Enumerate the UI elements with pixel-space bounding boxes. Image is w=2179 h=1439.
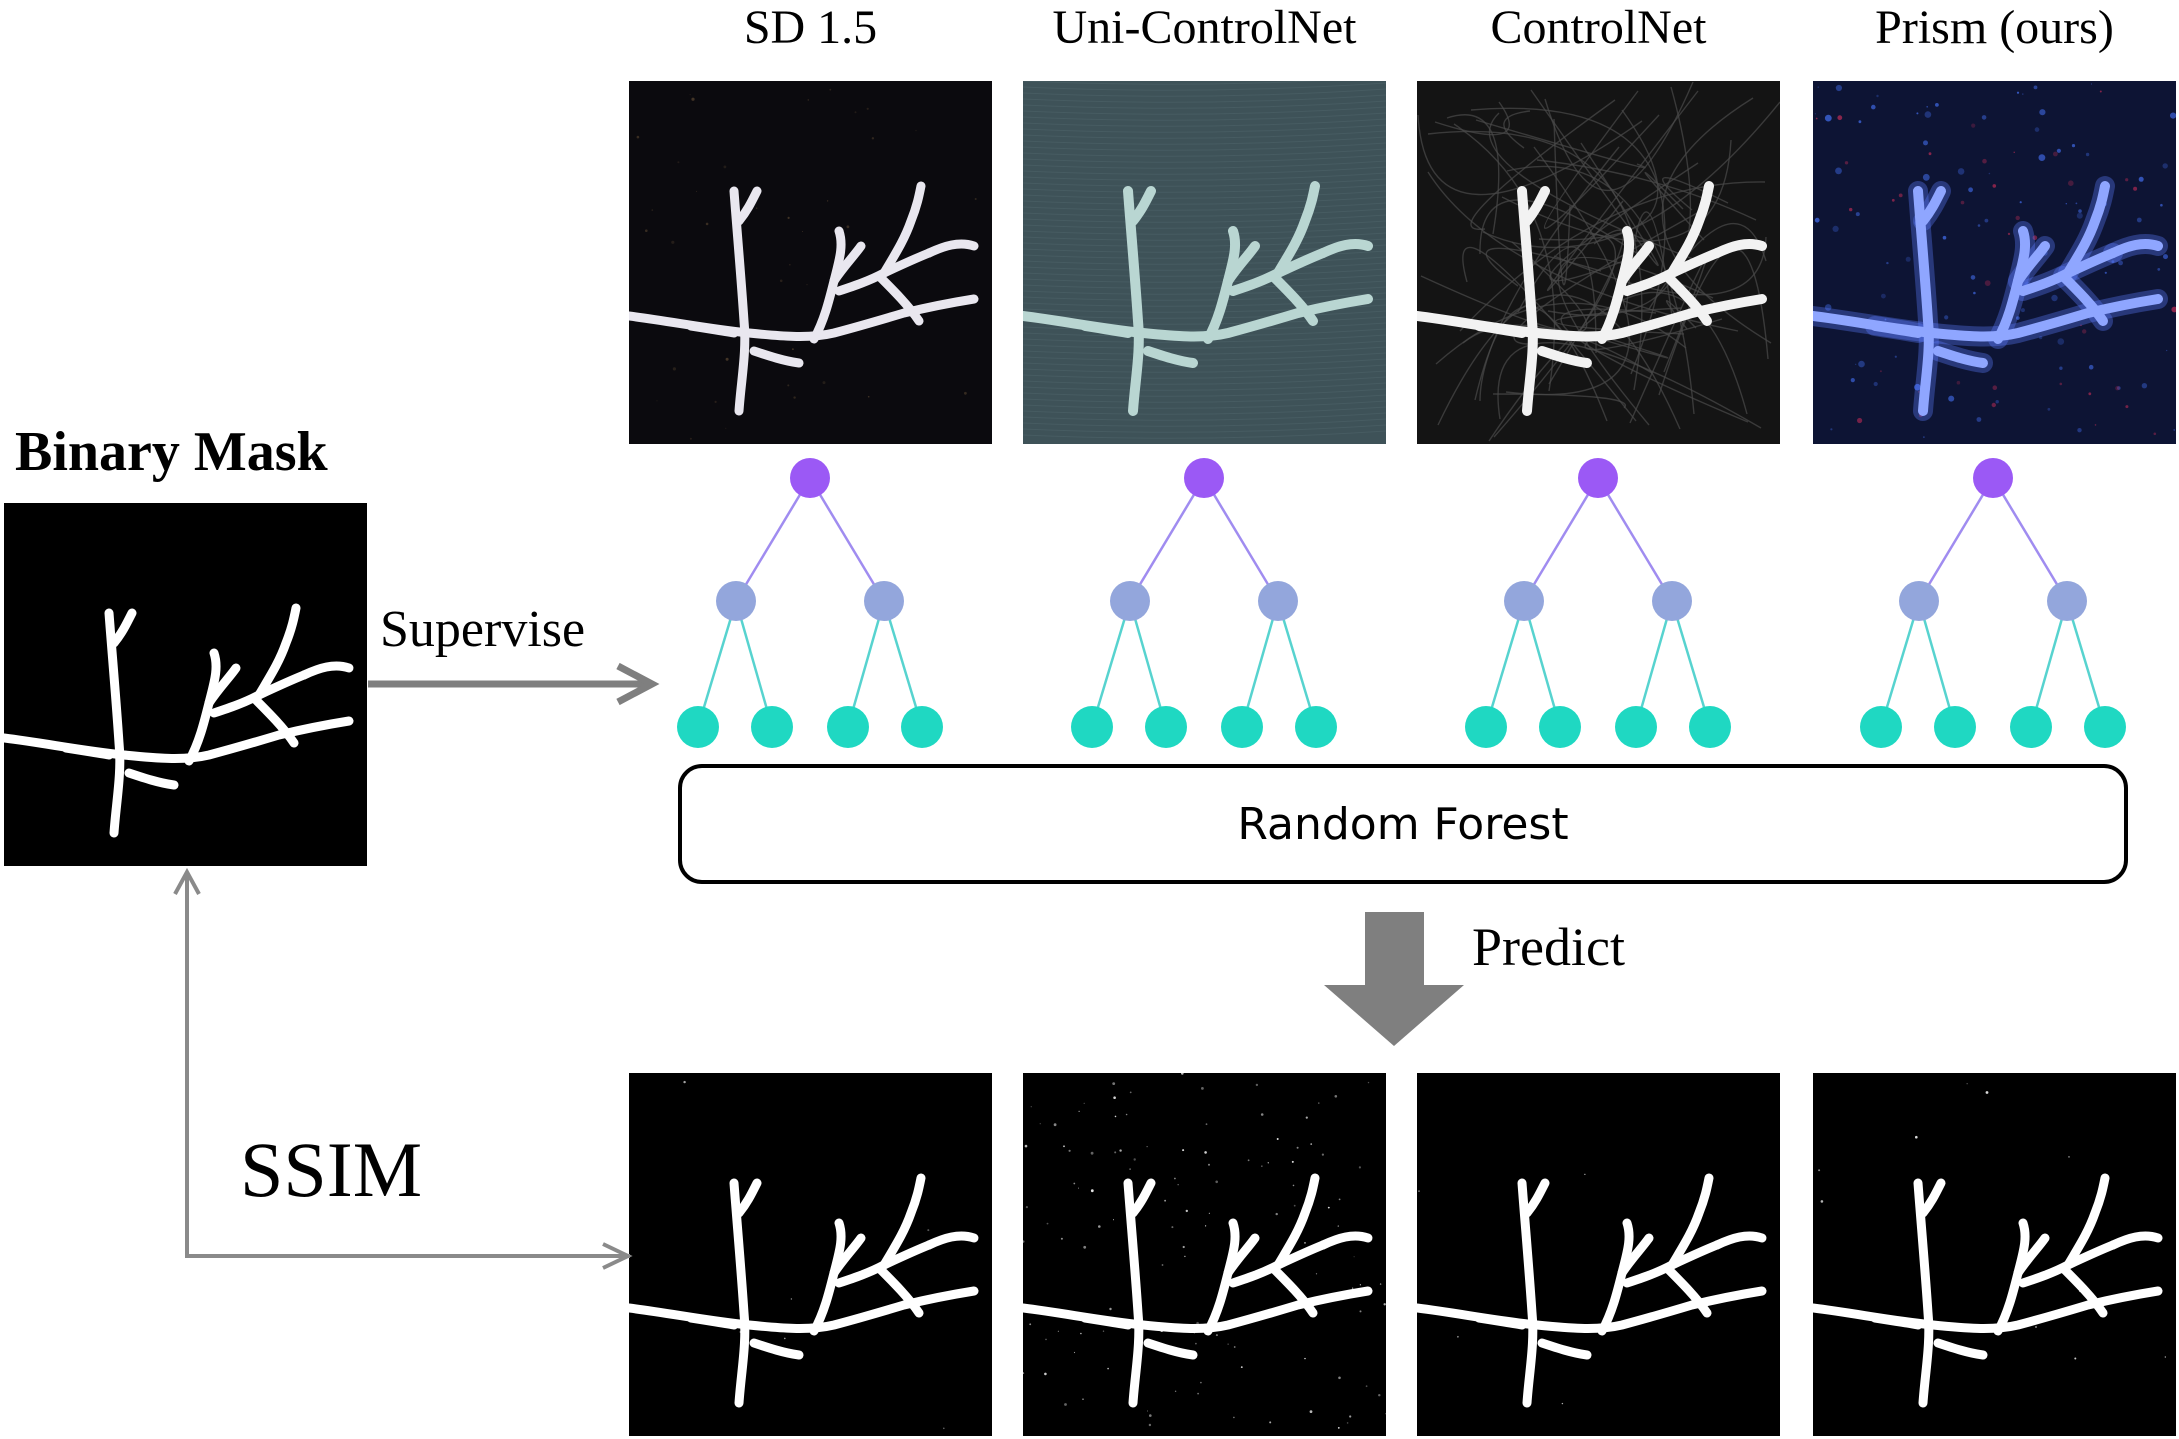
tree-1-leaf-node [1221,706,1263,748]
tree-0-edge-root [734,477,812,602]
predicted-mask-controlnet [1417,1073,1780,1436]
tree-3-edge-root [1917,477,1995,602]
tree-3-edge-leaf [2029,600,2069,728]
column-title-prism: Prism (ours) [1875,1,2114,54]
tree-1-mid-node [1258,581,1298,621]
tree-2-edge-root [1522,477,1600,602]
tree-2-edge-leaf [1484,600,1526,728]
predict-label: Predict [1472,917,1625,977]
ssim-label: SSIM [240,1126,423,1213]
tree-2-root-node [1578,458,1618,498]
ssim-arrow-head-right [602,1242,633,1270]
tree-1-edge-leaf [1090,600,1132,728]
tree-2-edge-leaf [1634,600,1674,728]
predict-arrow [1324,912,1464,1046]
column-title-sd15: SD 1.5 [743,1,878,54]
tree-3-leaf-node [1934,706,1976,748]
generated-image-prism [1813,81,2176,444]
tree-3-mid-node [1899,581,1939,621]
tree-0-edge-root [808,477,886,602]
tree-1-edge-leaf [1128,600,1168,728]
predicted-mask-sd15 [629,1073,992,1436]
tree-3-root-node [1973,458,2013,498]
supervise-arrow-head [616,662,660,706]
binary-mask-title: Binary Mask [15,421,328,483]
tree-0-root-node [790,458,830,498]
ssim-arrow-head-up [173,867,201,895]
tree-3-leaf-node [1860,706,1902,748]
generated-image-controlnet [1417,81,1780,444]
tree-1-edge-root [1202,477,1280,602]
generated-image-sd15 [629,81,992,444]
tree-2-edge-leaf [1522,600,1562,728]
tree-3-leaf-node [2010,706,2052,748]
tree-0-leaf-node [827,706,869,748]
tree-3-leaf-node [2084,706,2126,748]
random-forest-label: Random Forest [1237,798,1569,850]
tree-2-mid-node [1652,581,1692,621]
tree-2-edge-leaf [1670,600,1712,728]
supervise-label: Supervise [380,601,586,658]
column-title-controlnet: ControlNet [1490,1,1707,54]
tree-2-edge-root [1596,477,1674,602]
generated-image-uni-controlnet [1023,81,1386,444]
tree-3-edge-leaf [2065,600,2107,728]
tree-0-edge-leaf [882,600,924,728]
tree-0-leaf-node [751,706,793,748]
tree-1-root-node [1184,458,1224,498]
tree-3-edge-leaf [1917,600,1957,728]
column-title-uni-controlnet: Uni-ControlNet [1052,1,1357,54]
tree-2-leaf-node [1465,706,1507,748]
tree-0-mid-node [864,581,904,621]
tree-1-leaf-node [1295,706,1337,748]
tree-1-edge-root [1128,477,1206,602]
tree-0-edge-leaf [734,600,774,728]
tree-0-leaf-node [901,706,943,748]
binary-mask-image [4,503,367,866]
tree-2-leaf-node [1539,706,1581,748]
predicted-mask-uni-controlnet [1023,1073,1386,1436]
tree-2-leaf-node [1689,706,1731,748]
tree-1-mid-node [1110,581,1150,621]
tree-0-edge-leaf [846,600,886,728]
tree-0-edge-leaf [696,600,738,728]
random-forest-box: Random Forest [678,764,2128,884]
tree-2-leaf-node [1615,706,1657,748]
tree-0-leaf-node [677,706,719,748]
tree-3-edge-root [1991,477,2069,602]
tree-0-mid-node [716,581,756,621]
tree-1-leaf-node [1071,706,1113,748]
tree-1-edge-leaf [1276,600,1318,728]
predicted-mask-prism [1813,1073,2176,1436]
tree-1-leaf-node [1145,706,1187,748]
tree-1-edge-leaf [1240,600,1280,728]
tree-2-mid-node [1504,581,1544,621]
tree-3-mid-node [2047,581,2087,621]
tree-3-edge-leaf [1879,600,1921,728]
